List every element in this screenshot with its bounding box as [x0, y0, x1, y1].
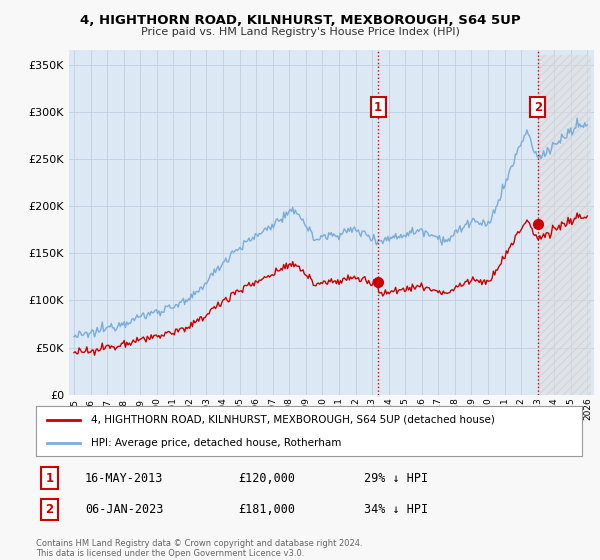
Text: 16-MAY-2013: 16-MAY-2013 [85, 472, 164, 484]
Text: Contains HM Land Registry data © Crown copyright and database right 2024.
This d: Contains HM Land Registry data © Crown c… [36, 539, 362, 558]
Text: £181,000: £181,000 [238, 503, 295, 516]
Text: 4, HIGHTHORN ROAD, KILNHURST, MEXBOROUGH, S64 5UP (detached house): 4, HIGHTHORN ROAD, KILNHURST, MEXBOROUGH… [91, 414, 494, 424]
Text: 1: 1 [46, 472, 54, 484]
Text: 34% ↓ HPI: 34% ↓ HPI [364, 503, 428, 516]
Text: HPI: Average price, detached house, Rotherham: HPI: Average price, detached house, Roth… [91, 438, 341, 448]
Text: Price paid vs. HM Land Registry's House Price Index (HPI): Price paid vs. HM Land Registry's House … [140, 27, 460, 37]
Text: 29% ↓ HPI: 29% ↓ HPI [364, 472, 428, 484]
Text: 1: 1 [374, 100, 382, 114]
Text: £120,000: £120,000 [238, 472, 295, 484]
Bar [538, 55, 590, 395]
Text: 4, HIGHTHORN ROAD, KILNHURST, MEXBOROUGH, S64 5UP: 4, HIGHTHORN ROAD, KILNHURST, MEXBOROUGH… [80, 14, 520, 27]
Text: 2: 2 [46, 503, 54, 516]
Text: 2: 2 [534, 100, 542, 114]
Text: 06-JAN-2023: 06-JAN-2023 [85, 503, 164, 516]
